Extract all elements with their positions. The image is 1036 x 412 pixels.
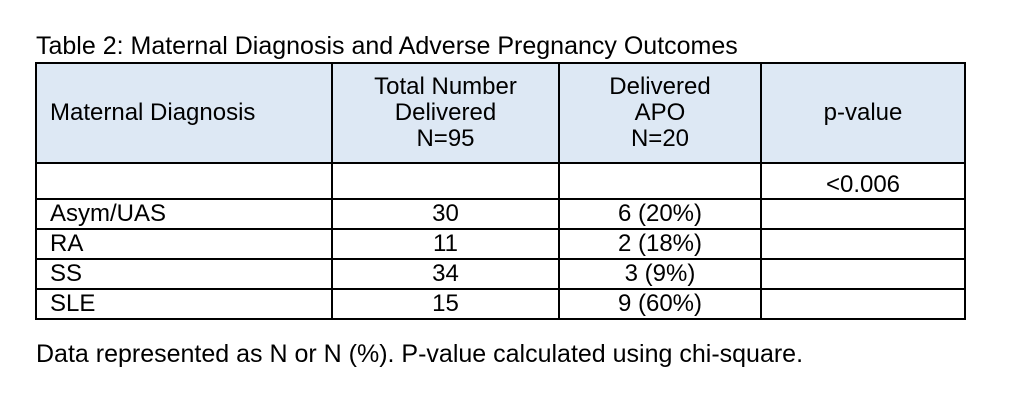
header-total-delivered: Total Number Delivered N=95 — [331, 62, 560, 164]
header-apo-line-1: Delivered — [609, 73, 711, 100]
apo-cell: 3 (9%) — [558, 258, 762, 290]
apo-cell: 6 (20%) — [558, 198, 762, 230]
p-value-cell: <0.006 — [760, 162, 966, 200]
table-row: RA 11 2 (18%) — [35, 228, 966, 260]
header-maternal-diagnosis: Maternal Diagnosis — [35, 62, 333, 164]
diagnosis-cell: RA — [35, 228, 333, 260]
table-caption: Table 2: Maternal Diagnosis and Adverse … — [36, 32, 738, 60]
header-total-line-1: Total Number — [374, 73, 517, 100]
header-delivered-apo: Delivered APO N=20 — [558, 62, 762, 164]
diagnosis-cell: SLE — [35, 288, 333, 320]
header-apo-line-2: APO — [634, 99, 686, 126]
header-apo-line-3: N=20 — [630, 125, 690, 152]
table-cell-empty — [331, 162, 560, 200]
table-row: Asym/UAS 30 6 (20%) — [35, 198, 966, 230]
total-cell: 15 — [331, 288, 560, 320]
apo-cell: 2 (18%) — [558, 228, 762, 260]
table-cell-empty — [558, 162, 762, 200]
p-value-empty-cell — [760, 288, 966, 320]
total-cell: 30 — [331, 198, 560, 230]
total-cell: 34 — [331, 258, 560, 290]
table-cell-empty — [35, 162, 333, 200]
total-cell: 11 — [331, 228, 560, 260]
outcomes-table: Maternal Diagnosis Total Number Delivere… — [35, 62, 966, 320]
p-value-empty-cell — [760, 258, 966, 290]
table-row: SS 34 3 (9%) — [35, 258, 966, 290]
apo-cell: 9 (60%) — [558, 288, 762, 320]
header-total-line-2: Delivered — [394, 99, 497, 126]
table-row: SLE 15 9 (60%) — [35, 288, 966, 320]
p-value-empty-cell — [760, 198, 966, 230]
table-footnote: Data represented as N or N (%). P-value … — [36, 340, 804, 368]
table-row-p-value: <0.006 — [35, 162, 966, 200]
diagnosis-cell: Asym/UAS — [35, 198, 333, 230]
header-p-value: p-value — [760, 62, 966, 164]
header-total-line-3: N=95 — [416, 125, 475, 152]
table-header-row: Maternal Diagnosis Total Number Delivere… — [35, 62, 966, 164]
diagnosis-cell: SS — [35, 258, 333, 290]
p-value-empty-cell — [760, 228, 966, 260]
